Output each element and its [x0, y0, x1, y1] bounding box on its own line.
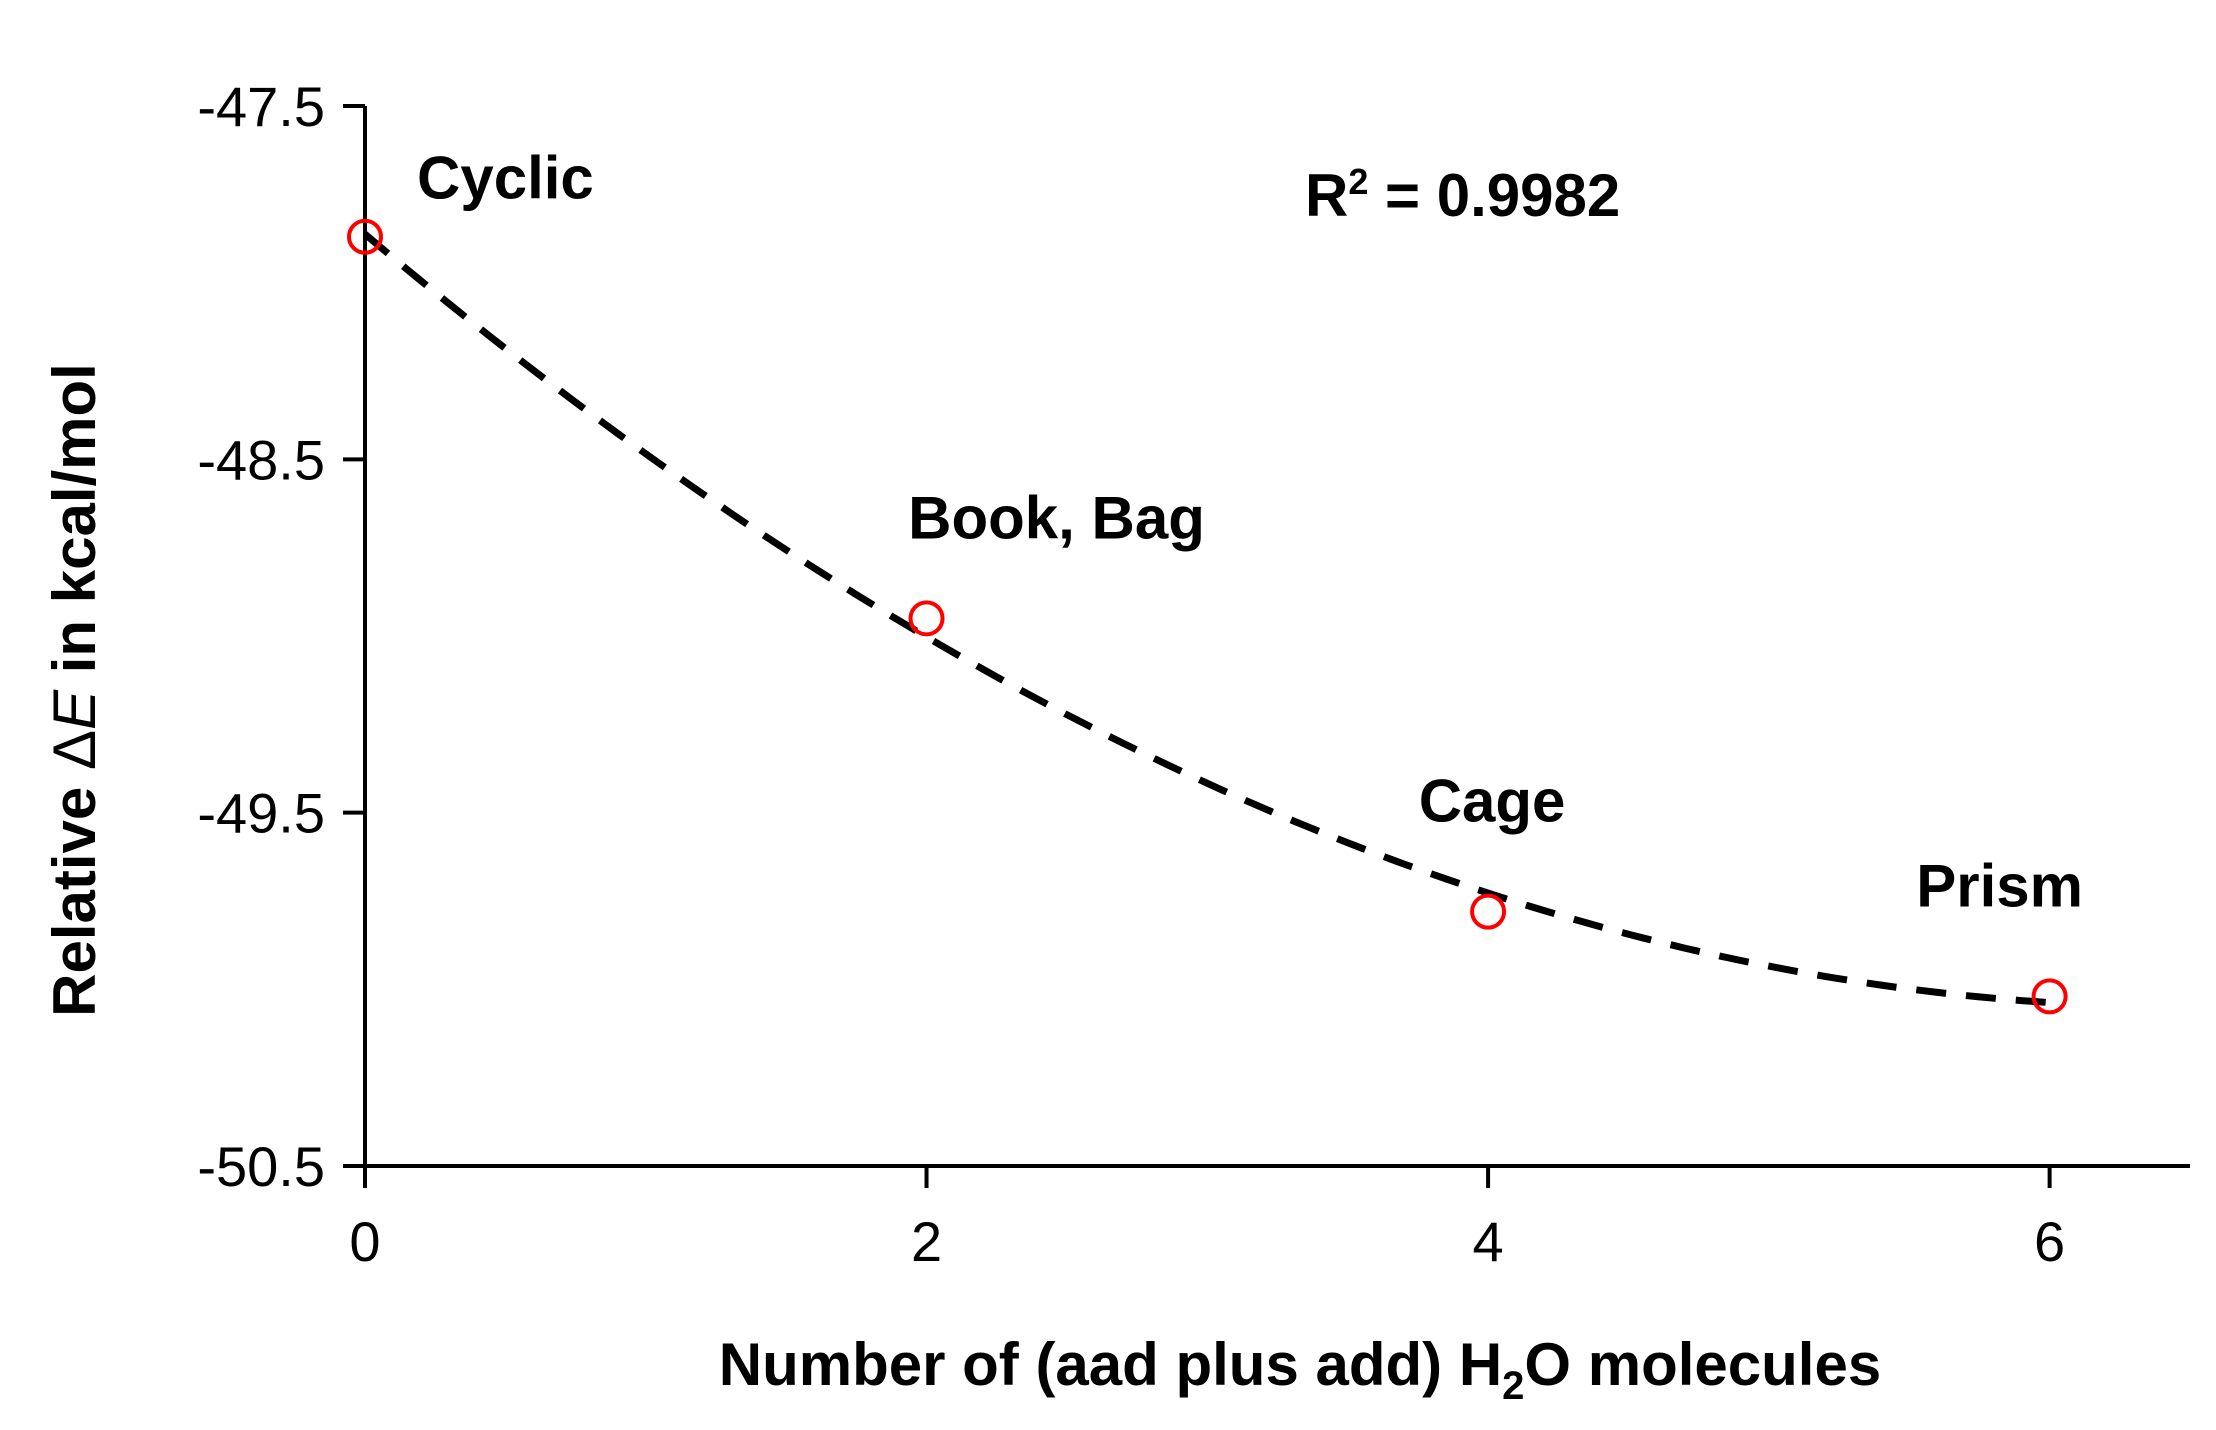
y-tick-label: -47.5: [197, 75, 325, 138]
data-point: [2031, 978, 2068, 1015]
trendline: [362, 231, 2050, 1007]
y-tick-label: -49.5: [197, 782, 325, 845]
x-tick-label: 6: [2034, 1210, 2065, 1273]
y-tick-label: -50.5: [197, 1135, 325, 1198]
data-point: [1470, 893, 1507, 930]
r-squared-annotation: R2 = 0.9982: [1305, 161, 1620, 229]
y-ticks: -47.5 -48.5 -49.5 -50.5: [197, 75, 365, 1198]
point-label: Cage: [1419, 768, 1566, 835]
data-point: [347, 218, 383, 255]
point-label: Prism: [1916, 852, 2083, 919]
x-tick-label: 0: [349, 1210, 380, 1273]
trendline-layer: [362, 231, 2050, 1007]
y-axis-title: Relative ΔE in kcal/mol: [41, 363, 108, 1017]
point-label: Book, Bag: [908, 484, 1205, 551]
point-labels-layer: Cyclic Book, Bag Cage Prism: [417, 145, 2083, 920]
data-point: [908, 600, 945, 637]
x-tick-label: 2: [911, 1210, 942, 1273]
x-axis-title: Number of (aad plus add) H2O molecules: [719, 1331, 1881, 1408]
point-label: Cyclic: [417, 145, 594, 212]
x-tick-label: 4: [1472, 1210, 1503, 1273]
points-layer: [347, 218, 2068, 1015]
x-ticks: 0 2 4 6: [349, 1166, 2065, 1273]
y-tick-label: -48.5: [197, 428, 325, 491]
